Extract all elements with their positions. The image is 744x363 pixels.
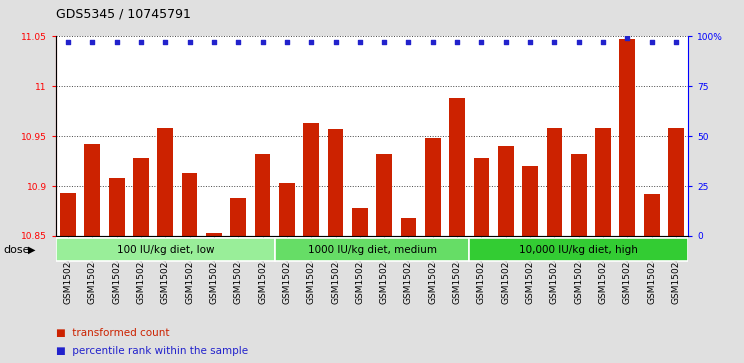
Text: dose: dose	[4, 245, 31, 254]
FancyBboxPatch shape	[56, 238, 275, 261]
Text: GDS5345 / 10745791: GDS5345 / 10745791	[56, 7, 190, 20]
Text: ■  percentile rank within the sample: ■ percentile rank within the sample	[56, 346, 248, 356]
Bar	[327, 129, 344, 236]
Text: 1000 IU/kg diet, medium: 1000 IU/kg diet, medium	[307, 245, 437, 254]
Point	[597, 40, 609, 45]
Point	[159, 40, 171, 45]
Bar	[84, 144, 100, 236]
Point	[281, 40, 293, 45]
FancyBboxPatch shape	[275, 238, 469, 261]
Bar	[60, 193, 76, 236]
Bar	[595, 128, 611, 236]
Bar	[133, 158, 149, 236]
Bar	[279, 183, 295, 236]
Point	[86, 40, 98, 45]
Point	[330, 40, 341, 45]
Point	[305, 40, 317, 45]
Bar	[182, 173, 197, 236]
Point	[257, 40, 269, 45]
Point	[378, 40, 390, 45]
Text: ▶: ▶	[28, 245, 36, 254]
Point	[475, 40, 487, 45]
Point	[621, 36, 633, 41]
Point	[184, 40, 196, 45]
Bar	[206, 233, 222, 236]
Point	[403, 40, 414, 45]
Bar	[547, 128, 562, 236]
Bar	[668, 128, 684, 236]
Text: ■  transformed count: ■ transformed count	[56, 328, 170, 338]
Text: 100 IU/kg diet, low: 100 IU/kg diet, low	[117, 245, 214, 254]
Point	[573, 40, 585, 45]
Text: 10,000 IU/kg diet, high: 10,000 IU/kg diet, high	[519, 245, 638, 254]
Point	[427, 40, 439, 45]
Bar	[109, 178, 124, 236]
Point	[451, 40, 463, 45]
Point	[670, 40, 682, 45]
Bar	[425, 138, 440, 236]
Bar	[231, 198, 246, 236]
Bar	[620, 39, 635, 236]
Bar	[157, 128, 173, 236]
Bar	[376, 154, 392, 236]
Point	[646, 40, 658, 45]
FancyBboxPatch shape	[469, 238, 688, 261]
Point	[500, 40, 512, 45]
Point	[525, 40, 536, 45]
Point	[111, 40, 123, 45]
Point	[208, 40, 220, 45]
Point	[548, 40, 560, 45]
Bar	[352, 208, 368, 236]
Bar	[473, 158, 490, 236]
Point	[135, 40, 147, 45]
Bar	[571, 154, 587, 236]
Point	[62, 40, 74, 45]
Bar	[400, 218, 417, 236]
Bar	[304, 123, 319, 236]
Point	[232, 40, 244, 45]
Bar	[254, 154, 271, 236]
Point	[354, 40, 366, 45]
Bar	[449, 98, 465, 236]
Bar	[498, 146, 513, 236]
Bar	[522, 166, 538, 236]
Bar	[644, 194, 660, 236]
